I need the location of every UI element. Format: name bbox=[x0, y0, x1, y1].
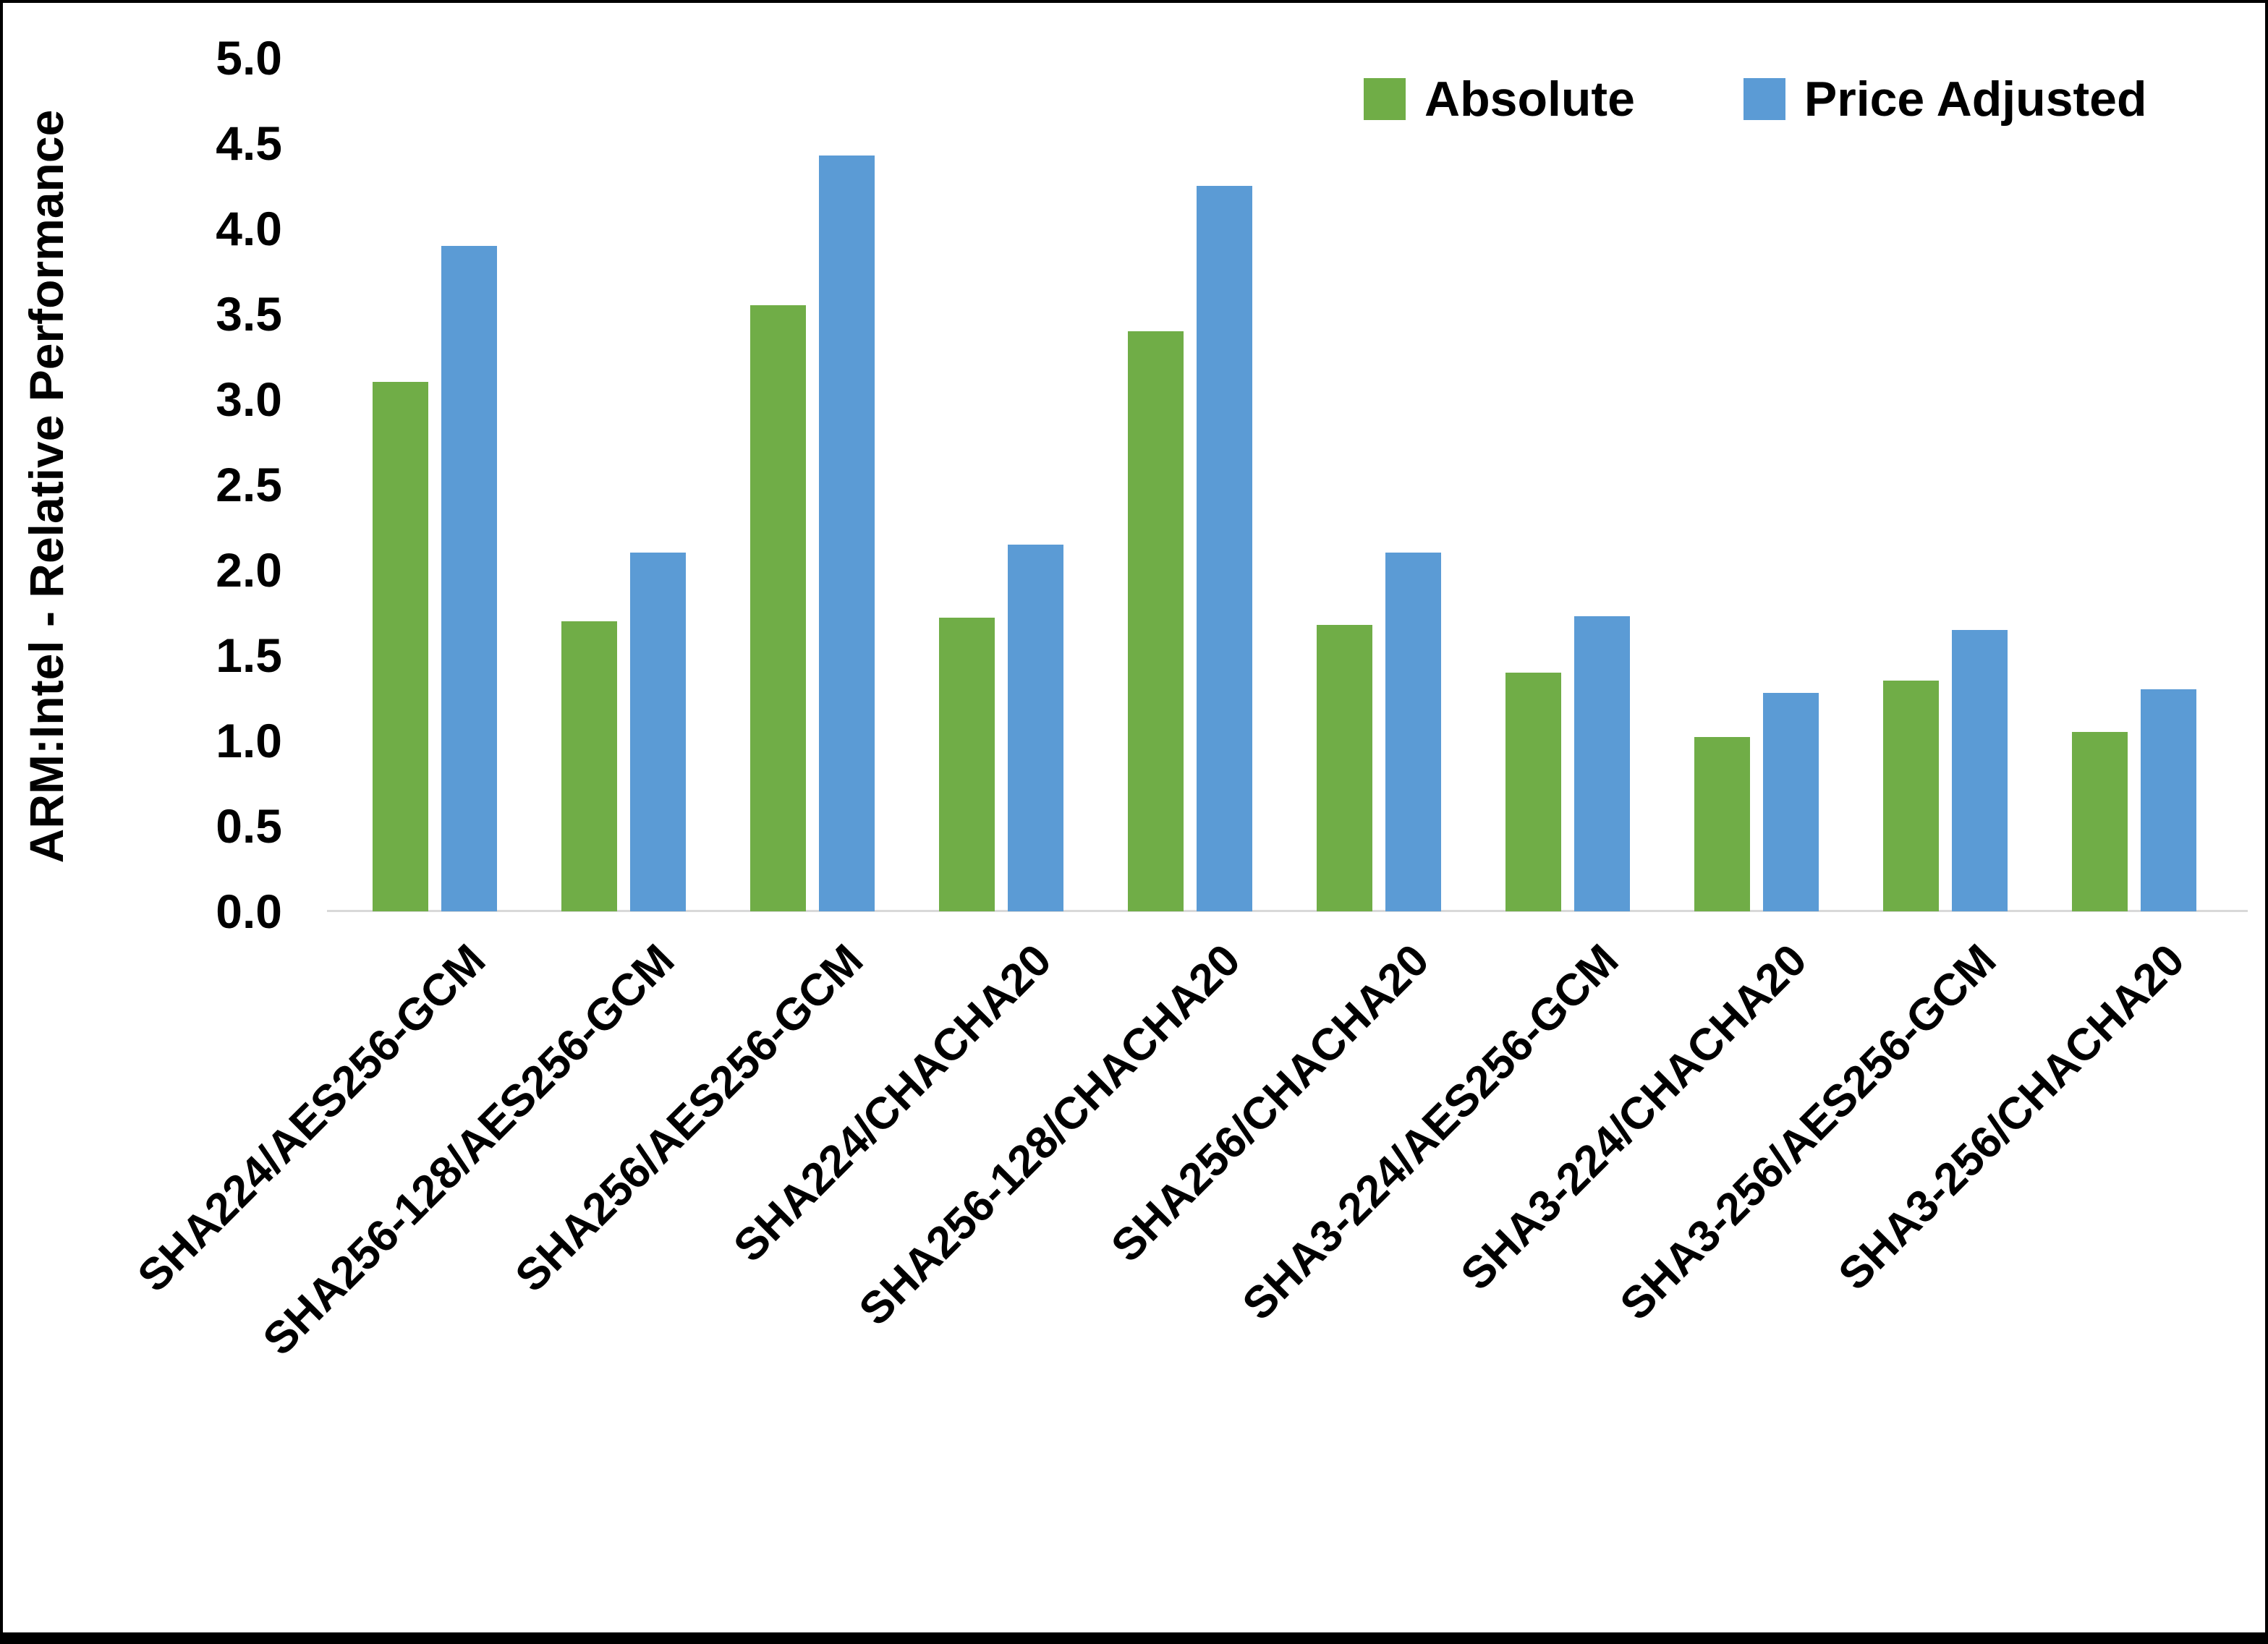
x-category-label: SHA3-224/CHACHA20 bbox=[1451, 934, 1817, 1300]
y-axis-title: ARM:Intel - Relative Performance bbox=[20, 109, 73, 864]
legend-item-price-adjusted: Price Adjusted bbox=[1743, 71, 2147, 127]
bar-group bbox=[1851, 58, 2039, 911]
bar-group bbox=[529, 58, 718, 911]
bar-absolute bbox=[372, 382, 428, 911]
x-category-label: SHA224/AES256-GCM bbox=[128, 934, 495, 1302]
y-tick-label: 4.0 bbox=[216, 202, 282, 255]
bar-absolute bbox=[2071, 732, 2128, 911]
bar-absolute bbox=[1505, 672, 1561, 911]
bar-absolute bbox=[1127, 331, 1184, 911]
bar-group bbox=[2039, 58, 2228, 911]
bar-absolute bbox=[749, 305, 806, 911]
bar-group bbox=[1662, 58, 1851, 911]
x-category-label: SHA256/AES256-GCM bbox=[506, 934, 872, 1302]
legend-label-absolute: Absolute bbox=[1424, 72, 1635, 127]
y-tick-label: 5.0 bbox=[216, 31, 282, 85]
y-tick-label: 3.5 bbox=[216, 287, 282, 341]
y-tick-label: 0.0 bbox=[216, 885, 282, 938]
bar-group bbox=[1284, 58, 1473, 911]
x-category-label: SHA3-256/CHACHA20 bbox=[1829, 934, 2194, 1300]
x-category-label: SHA3-224/AES256-GCM bbox=[1233, 934, 1628, 1330]
bar-price-adjusted bbox=[629, 553, 686, 911]
bar-absolute bbox=[1882, 681, 1939, 911]
bar-group bbox=[906, 58, 1095, 911]
legend-swatch-absolute-icon bbox=[1364, 78, 1406, 120]
legend-item-absolute: Absolute bbox=[1364, 71, 1635, 127]
bar-group bbox=[1095, 58, 1284, 911]
legend-label-price-adjusted: Price Adjusted bbox=[1804, 72, 2147, 127]
y-tick-label: 3.0 bbox=[216, 372, 282, 426]
bar-price-adjusted bbox=[1573, 616, 1630, 911]
x-category-label: SHA224/CHACHA20 bbox=[724, 934, 1061, 1272]
y-tick-label: 0.5 bbox=[216, 799, 282, 853]
x-axis-line bbox=[327, 910, 2248, 912]
bar-price-adjusted bbox=[1007, 544, 1063, 911]
legend-swatch-price-adjusted-icon bbox=[1743, 78, 1785, 120]
bar-price-adjusted bbox=[2140, 689, 2196, 911]
x-category-label: SHA3-256/AES256-GCM bbox=[1610, 934, 2005, 1330]
y-tick-label: 1.5 bbox=[216, 629, 282, 682]
y-tick-label: 2.0 bbox=[216, 543, 282, 597]
bar-price-adjusted bbox=[441, 245, 497, 911]
y-tick-label: 1.0 bbox=[216, 714, 282, 767]
bar-absolute bbox=[1694, 737, 1750, 911]
bar-price-adjusted bbox=[818, 155, 875, 911]
bar-absolute bbox=[1316, 624, 1372, 911]
bar-group bbox=[718, 58, 906, 911]
bar-absolute bbox=[938, 618, 995, 911]
x-category-label: SHA256-128/CHACHA20 bbox=[849, 934, 1250, 1335]
bar-price-adjusted bbox=[1385, 553, 1441, 911]
bar-group bbox=[340, 58, 529, 911]
y-tick-label: 2.5 bbox=[216, 458, 282, 511]
bar-price-adjusted bbox=[1762, 692, 1819, 911]
y-tick-label: 4.5 bbox=[216, 116, 282, 170]
bar-price-adjusted bbox=[1196, 186, 1252, 911]
x-category-label: SHA256/CHACHA20 bbox=[1102, 934, 1439, 1272]
bar-group bbox=[1473, 58, 1662, 911]
plot-area bbox=[340, 58, 2228, 911]
bar-absolute bbox=[561, 621, 617, 911]
legend: Absolute Price Adjusted bbox=[1364, 71, 2147, 127]
bar-price-adjusted bbox=[1951, 629, 2008, 911]
